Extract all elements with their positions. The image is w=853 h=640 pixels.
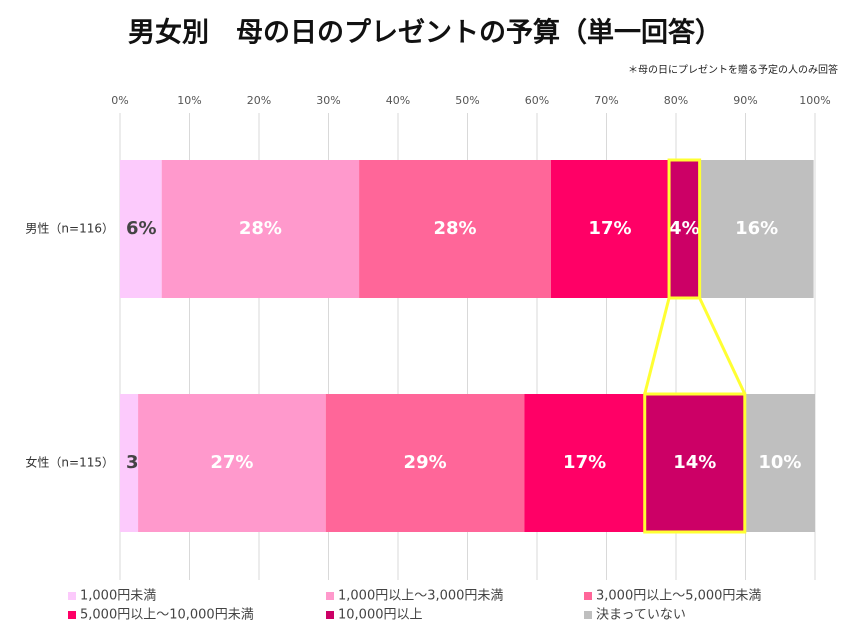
category-label: 男性（n=116） <box>25 222 114 236</box>
value-label: 17% <box>563 452 606 473</box>
legend-label: 1,000円未満 <box>80 589 156 604</box>
legend-swatch <box>68 592 76 600</box>
bar-segment <box>744 394 815 532</box>
value-label: 17% <box>588 218 631 239</box>
bar-segment <box>359 160 551 298</box>
highlight-box <box>643 392 747 534</box>
bar-segment <box>120 160 162 298</box>
chart-subtitle: ＊母の日にプレゼントを贈る予定の人のみ回答 <box>628 63 838 76</box>
legend-label: 10,000円以上 <box>338 608 423 623</box>
highlight-connector <box>698 297 747 395</box>
bar-segment <box>669 160 700 298</box>
x-tick-label: 50% <box>455 94 479 107</box>
x-tick-label: 0% <box>111 94 128 107</box>
category-label: 女性（n=115） <box>25 455 114 470</box>
legend-swatch <box>326 592 334 600</box>
chart-title: 男女別 母の日のプレゼントの予算（単一回答） <box>128 17 722 49</box>
highlight-connector <box>643 297 671 395</box>
value-label: 14% <box>673 452 716 473</box>
bar-segment <box>644 394 745 532</box>
legend-swatch <box>584 611 592 619</box>
value-label: 6% <box>126 218 157 239</box>
value-label: 28% <box>433 218 476 239</box>
legend-label: 決まっていない <box>596 608 686 623</box>
bar-segment <box>699 160 814 298</box>
legend-swatch <box>326 611 334 619</box>
x-tick-label: 80% <box>664 94 688 107</box>
x-tick-label: 20% <box>247 94 271 107</box>
value-label: 10% <box>758 452 801 473</box>
x-tick-label: 40% <box>386 94 410 107</box>
legend-swatch <box>584 592 592 600</box>
bar-segment <box>161 160 360 298</box>
x-tick-label: 100% <box>799 94 830 107</box>
bar-segment <box>138 394 326 532</box>
legend-swatch <box>68 611 76 619</box>
legend-label: 1,000円以上～3,000円未満 <box>338 589 503 604</box>
x-tick-label: 70% <box>594 94 618 107</box>
value-label: 28% <box>239 218 282 239</box>
bar-segment <box>524 394 645 532</box>
x-tick-label: 60% <box>525 94 549 107</box>
legend-label: 3,000円以上～5,000円未満 <box>596 589 761 604</box>
value-label: 16% <box>735 218 778 239</box>
value-label: 4% <box>669 218 700 239</box>
bar-segment <box>325 394 525 532</box>
bar-segment <box>120 394 139 532</box>
x-tick-label: 10% <box>177 94 201 107</box>
x-tick-label: 30% <box>316 94 340 107</box>
highlight-box <box>667 158 702 300</box>
bar-segment <box>550 160 670 298</box>
value-label: 29% <box>404 452 447 473</box>
value-label: 27% <box>210 452 253 473</box>
x-tick-label: 90% <box>733 94 757 107</box>
legend-label: 5,000円以上～10,000円未満 <box>80 608 254 623</box>
